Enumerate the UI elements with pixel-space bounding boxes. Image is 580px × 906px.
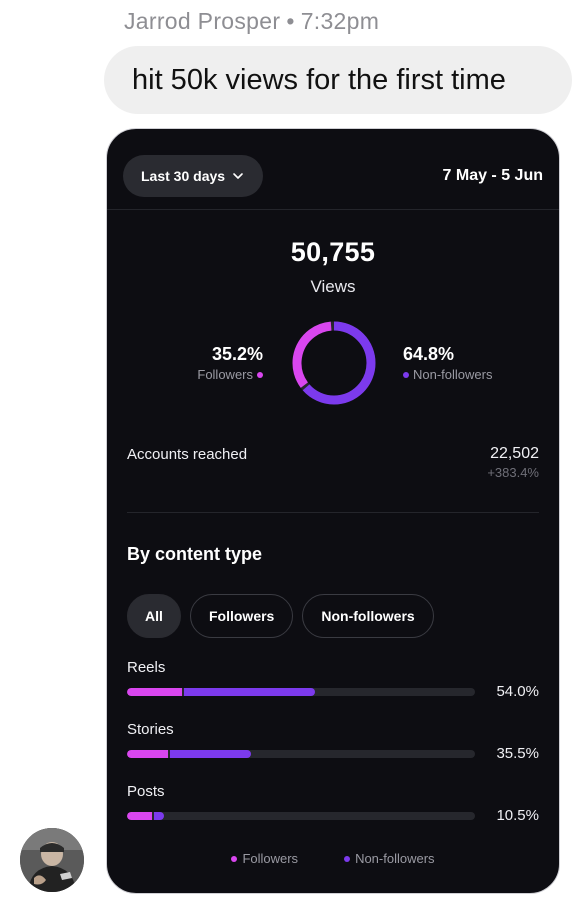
audience-filter-chips: All Followers Non-followers (127, 594, 434, 638)
content-row-label: Stories (127, 721, 174, 738)
views-count: 50,755 (290, 237, 376, 267)
bar-followers-segment (127, 812, 153, 820)
separator-dot: • (286, 8, 295, 34)
chevron-down-icon (233, 173, 243, 179)
content-row-label: Posts (127, 783, 165, 800)
content-row-percent: 35.5% (496, 745, 539, 762)
profile-photo-icon (20, 828, 84, 892)
content-row-posts: Posts 10.5% (127, 783, 539, 824)
date-range-dropdown[interactable]: Last 30 days (123, 155, 263, 197)
content-row-stories: Stories 35.5% (127, 721, 539, 762)
content-row-percent: 10.5% (496, 807, 539, 824)
followers-percent: 35.2% (211, 344, 263, 364)
accounts-reached-change: +383.4% (487, 465, 539, 480)
views-label: Views (310, 277, 356, 296)
donut-followers-segment (292, 321, 376, 405)
range-label: Last 30 days (141, 168, 226, 184)
sender-avatar[interactable] (20, 828, 84, 892)
content-row-label: Reels (127, 659, 166, 676)
message-text: hit 50k views for the first time (132, 63, 506, 96)
message-sender-line: Jarrod Prosper • 7:32pm (124, 8, 379, 35)
message-bubble[interactable]: hit 50k views for the first time (104, 46, 572, 114)
header-divider (107, 209, 559, 210)
legend-followers-label: Followers (242, 851, 299, 866)
section-divider (127, 512, 539, 513)
legend-followers-dot-icon (231, 855, 238, 862)
insights-card[interactable]: Last 30 days 7 May - 5 Jun 50,755 Views … (106, 128, 560, 894)
non-followers-stat: 64.8% Non-followers (403, 344, 492, 382)
content-type-title: By content type (127, 544, 263, 564)
content-bar-track (127, 812, 475, 820)
bar-non-followers-segment (183, 688, 315, 696)
views-donut-chart (292, 321, 376, 405)
donut-non-followers-segment (292, 321, 376, 405)
non-followers-label: Non-followers (413, 367, 493, 382)
followers-dot-icon (257, 371, 263, 378)
legend-non-followers-dot-icon (344, 855, 351, 862)
legend-non-followers-label: Non-followers (355, 851, 435, 866)
bar-legend: Followers Non-followers (107, 851, 559, 866)
bar-non-followers-segment (169, 750, 251, 758)
content-bar-track (127, 750, 475, 758)
followers-label: Followers (197, 367, 253, 382)
accounts-reached-value: 22,502 (490, 445, 539, 462)
bar-non-followers-segment (154, 812, 164, 820)
accounts-reached-label: Accounts reached (127, 446, 248, 463)
non-followers-dot-icon (403, 371, 409, 378)
content-bar-track (127, 688, 475, 696)
filter-chip-all[interactable]: All (127, 594, 181, 638)
followers-stat: 35.2% Followers (197, 344, 263, 382)
message-time: 7:32pm (300, 8, 380, 34)
sender-name: Jarrod Prosper (124, 8, 281, 34)
filter-chip-followers[interactable]: Followers (190, 594, 294, 638)
date-range-text: 7 May - 5 Jun (442, 167, 543, 184)
filter-chip-non-followers[interactable]: Non-followers (302, 594, 434, 638)
bar-followers-segment (127, 688, 182, 696)
content-row-reels: Reels 54.0% (127, 659, 539, 700)
content-row-percent: 54.0% (496, 683, 539, 700)
non-followers-percent: 64.8% (403, 344, 455, 364)
bar-followers-segment (127, 750, 168, 758)
